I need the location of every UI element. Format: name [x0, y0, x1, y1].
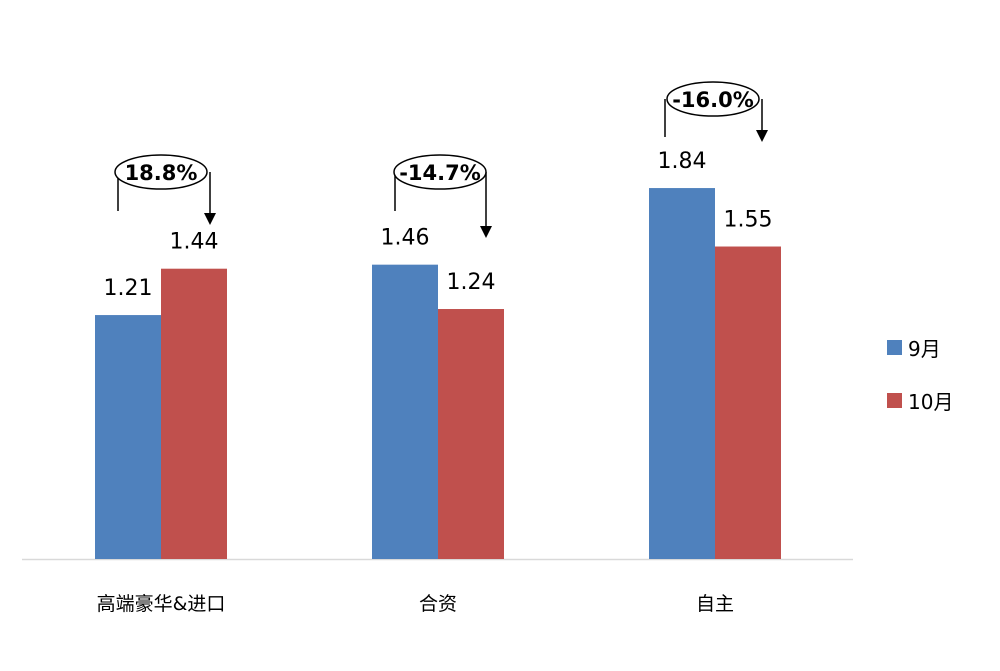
data-label: 1.44 — [170, 230, 219, 255]
legend-label: 10月 — [908, 390, 953, 414]
change-percent-label: -14.7% — [399, 161, 481, 185]
bar-oct-2 — [715, 246, 781, 559]
legend-swatch — [887, 393, 902, 408]
bar-oct-1 — [438, 309, 504, 559]
data-label: 1.55 — [724, 208, 773, 233]
bar-sep-1 — [372, 264, 438, 559]
annotation-ellipse — [393, 154, 487, 190]
bar-oct-0 — [161, 268, 227, 559]
category-label: 高端豪华&进口 — [97, 593, 226, 615]
data-label: 1.46 — [381, 226, 430, 251]
arrow-down-icon — [480, 226, 492, 238]
legend-label: 9月 — [908, 337, 941, 361]
bar-sep-0 — [95, 315, 161, 559]
annotation-ellipse — [114, 154, 208, 190]
legend-swatch — [887, 340, 902, 355]
bar-sep-2 — [649, 188, 715, 559]
change-percent-label: 18.8% — [125, 161, 198, 185]
category-label: 自主 — [696, 593, 734, 615]
annotation-ellipse — [666, 81, 760, 117]
change-percent-label: -16.0% — [672, 88, 754, 112]
category-label: 合资 — [419, 593, 457, 615]
data-label: 1.21 — [104, 276, 153, 301]
arrow-down-icon — [756, 130, 768, 142]
data-label: 1.84 — [658, 149, 707, 174]
arrow-down-icon — [204, 213, 216, 225]
data-label: 1.24 — [447, 270, 496, 295]
